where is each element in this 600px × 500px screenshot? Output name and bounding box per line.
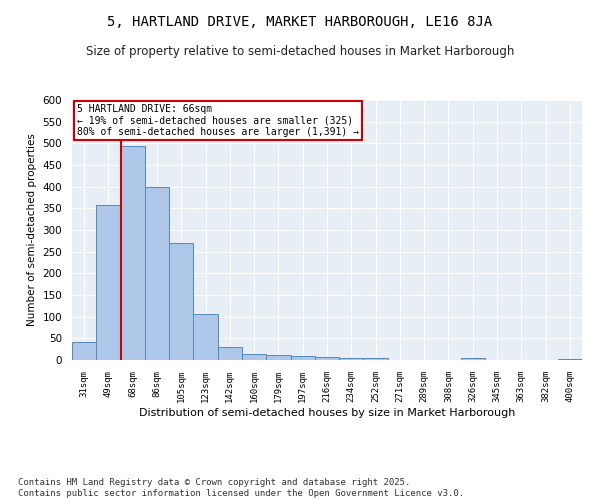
Bar (315, 358, 339, 360)
Bar (558, 358, 582, 360)
Text: Contains HM Land Registry data © Crown copyright and database right 2025.
Contai: Contains HM Land Registry data © Crown c… (18, 478, 464, 498)
Bar (121, 146, 145, 360)
Bar (169, 243, 193, 360)
Text: 5 HARTLAND DRIVE: 66sqm
← 19% of semi-detached houses are smaller (325)
80% of s: 5 HARTLAND DRIVE: 66sqm ← 19% of semi-de… (77, 104, 359, 137)
Bar (193, 314, 218, 360)
Y-axis label: Number of semi-detached properties: Number of semi-detached properties (27, 134, 37, 326)
Bar (218, 346, 242, 360)
Bar (364, 358, 388, 360)
Bar (461, 358, 485, 360)
Bar (72, 342, 96, 360)
Bar (290, 356, 315, 360)
Text: 5, HARTLAND DRIVE, MARKET HARBOROUGH, LE16 8JA: 5, HARTLAND DRIVE, MARKET HARBOROUGH, LE… (107, 15, 493, 29)
X-axis label: Distribution of semi-detached houses by size in Market Harborough: Distribution of semi-detached houses by … (139, 408, 515, 418)
Text: Size of property relative to semi-detached houses in Market Harborough: Size of property relative to semi-detach… (86, 45, 514, 58)
Bar (145, 186, 169, 360)
Bar (266, 355, 290, 360)
Bar (96, 206, 121, 360)
Bar (242, 354, 266, 360)
Bar (339, 358, 364, 360)
